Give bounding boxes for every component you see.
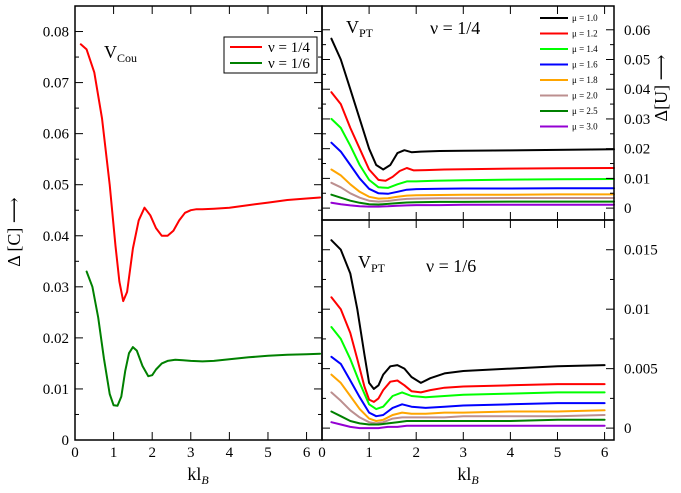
top-right-panel: 0 0.01 0.02 0.03 0.04 0.05 0.06 VPT ν = 1/4 μ … [321,5,671,221]
left-xtick-label-0: 0 [71,445,79,461]
left-series-line-1-4 [79,43,322,303]
left-title: VCou [104,42,137,65]
bottom-right-series-line-12 [330,296,606,403]
bottom-right-xtick-label-5: 5 [554,445,562,461]
left-xtick-label-5: 5 [264,445,272,461]
left-ticks: 0 1 2 3 4 5 6 0 0.01 0.02 0.03 0.04 0.05 0.06 0.07 0.08 [43,6,322,461]
left-legend-box [223,36,318,74]
mu-legend-label-14: μ = 1.4 [572,44,598,54]
left-ytick-label-2: 0.02 [43,331,69,347]
top-right-ytick-label-5: 0.05 [624,53,650,69]
bottom-right-series-line-25 [330,410,606,426]
top-right-series-line-14 [330,117,615,189]
top-right-ytick-label-3: 0.03 [624,112,650,128]
top-right-title: VPT [346,17,374,40]
bottom-right-title-main: V [358,252,371,272]
left-ytick-label-8: 0.08 [43,25,69,41]
top-right-ticks: 0 0.01 0.02 0.03 0.04 0.05 0.06 [321,6,651,220]
top-right-ytick-label-0: 0 [624,201,632,217]
left-xtick-label-1: 1 [110,445,118,461]
left-xlabel: klB [187,464,209,487]
top-right-ytick-label-4: 0.04 [624,82,651,98]
left-xtick-label-6: 6 [303,445,311,461]
left-ytick-label-6: 0.06 [43,127,70,143]
top-right-series-line-18 [330,168,615,200]
bottom-right-ytick-label-1: 0.005 [624,362,658,378]
mu-legend-label-25: μ = 2.5 [572,106,598,116]
left-plot-area [79,43,322,407]
left-ytick-label-3: 0.03 [43,280,69,296]
bottom-right-series-line-30 [330,421,606,430]
bottom-right-xtick-label-1: 1 [365,445,373,461]
left-ytick-label-4: 0.04 [43,229,70,245]
top-right-series-line-20 [330,181,615,203]
mu-legend-label-30: μ = 3.0 [572,122,598,132]
top-right-ytick-label-6: 0.06 [624,23,651,39]
left-panel: 0 1 2 3 4 5 600.010.020.030.040.050.060.070.08… [4,5,323,487]
bottom-right-xlabel-sub: B [471,473,479,487]
left-legend: ν = 1/4 ν = 1/6 [223,36,318,74]
bottom-right-series-line-16 [330,355,606,418]
mu-legend-label-18: μ = 1.8 [572,75,598,85]
bottom-right-series-line-20 [330,391,606,425]
left-legend-label-nu16: ν = 1/6 [268,56,310,72]
left-xlabel-k: kl [187,464,201,484]
mu-legend-label-12: μ = 1.2 [572,29,598,39]
bottom-right-xtick-label-4: 4 [507,445,515,461]
top-right-nu-label: ν = 1/4 [430,18,480,38]
top-right-series-line-25 [330,193,615,206]
mu-legend: μ = 1.0 μ = 1.2 μ = 1.4 μ = 1.6 μ = 1.8 μ = 2… [540,13,598,132]
mu-legend-label-10: μ = 1.0 [572,13,598,23]
bottom-right-xtick-label-0: 0 [318,445,326,461]
left-ytick-label-5: 0.05 [43,178,69,194]
left-xtick-label-4: 4 [226,445,234,461]
left-xlabel-sub: B [201,473,209,487]
left-xtick-label-3: 3 [187,445,195,461]
left-title-sub: Cou [117,51,137,65]
bottom-right-ytick-label-3: 0.015 [624,243,658,259]
left-xtick-label-2: 2 [148,445,156,461]
top-right-series-line-12 [330,91,615,182]
bottom-right-nu-label: ν = 1/6 [426,256,476,276]
top-right-series-line-16 [330,141,615,195]
bottom-right-xtick-label-2: 2 [412,445,420,461]
bottom-right-xlabel: klB [457,464,479,487]
top-right-series-line-30 [330,201,615,208]
top-right-series-line-10 [330,37,615,171]
mu-legend-label-20: μ = 2.0 [572,91,598,101]
bottom-right-series-line-10 [330,239,606,390]
bottom-right-title: VPT [358,252,386,275]
top-right-ytick-label-2: 0.02 [624,142,650,158]
top-right-plot-area [330,37,615,208]
bottom-right-series-line-18 [330,373,606,422]
bottom-right-xtick-label-6: 6 [601,445,609,461]
bottom-right-series-line-14 [330,326,606,411]
bottom-right-axis-frame [321,219,615,441]
bottom-right-title-sub: PT [371,261,386,275]
left-ytick-label-0: 0 [62,433,70,449]
bottom-right-ytick-label-0: 0 [624,421,632,437]
right-ylabel: Δ[U] ⟶ [651,54,671,121]
mu-legend-label-16: μ = 1.6 [572,60,598,70]
top-right-title-sub: PT [359,26,374,40]
top-right-ytick-label-1: 0.01 [624,171,650,187]
bottom-right-ytick-label-2: 0.01 [624,302,650,318]
left-ytick-label-1: 0.01 [43,382,69,398]
left-title-main: V [104,42,117,62]
left-legend-label-nu14: ν = 1/4 [268,40,310,56]
bottom-right-xlabel-k: kl [457,464,471,484]
top-right-title-main: V [346,17,359,37]
bottom-right-plot-area [330,239,606,430]
left-series-line-1-6 [85,270,322,407]
left-ylabel: Δ [C] ⟶ [4,197,24,267]
left-ytick-label-7: 0.07 [43,76,70,92]
bottom-right-xtick-label-3: 3 [460,445,468,461]
